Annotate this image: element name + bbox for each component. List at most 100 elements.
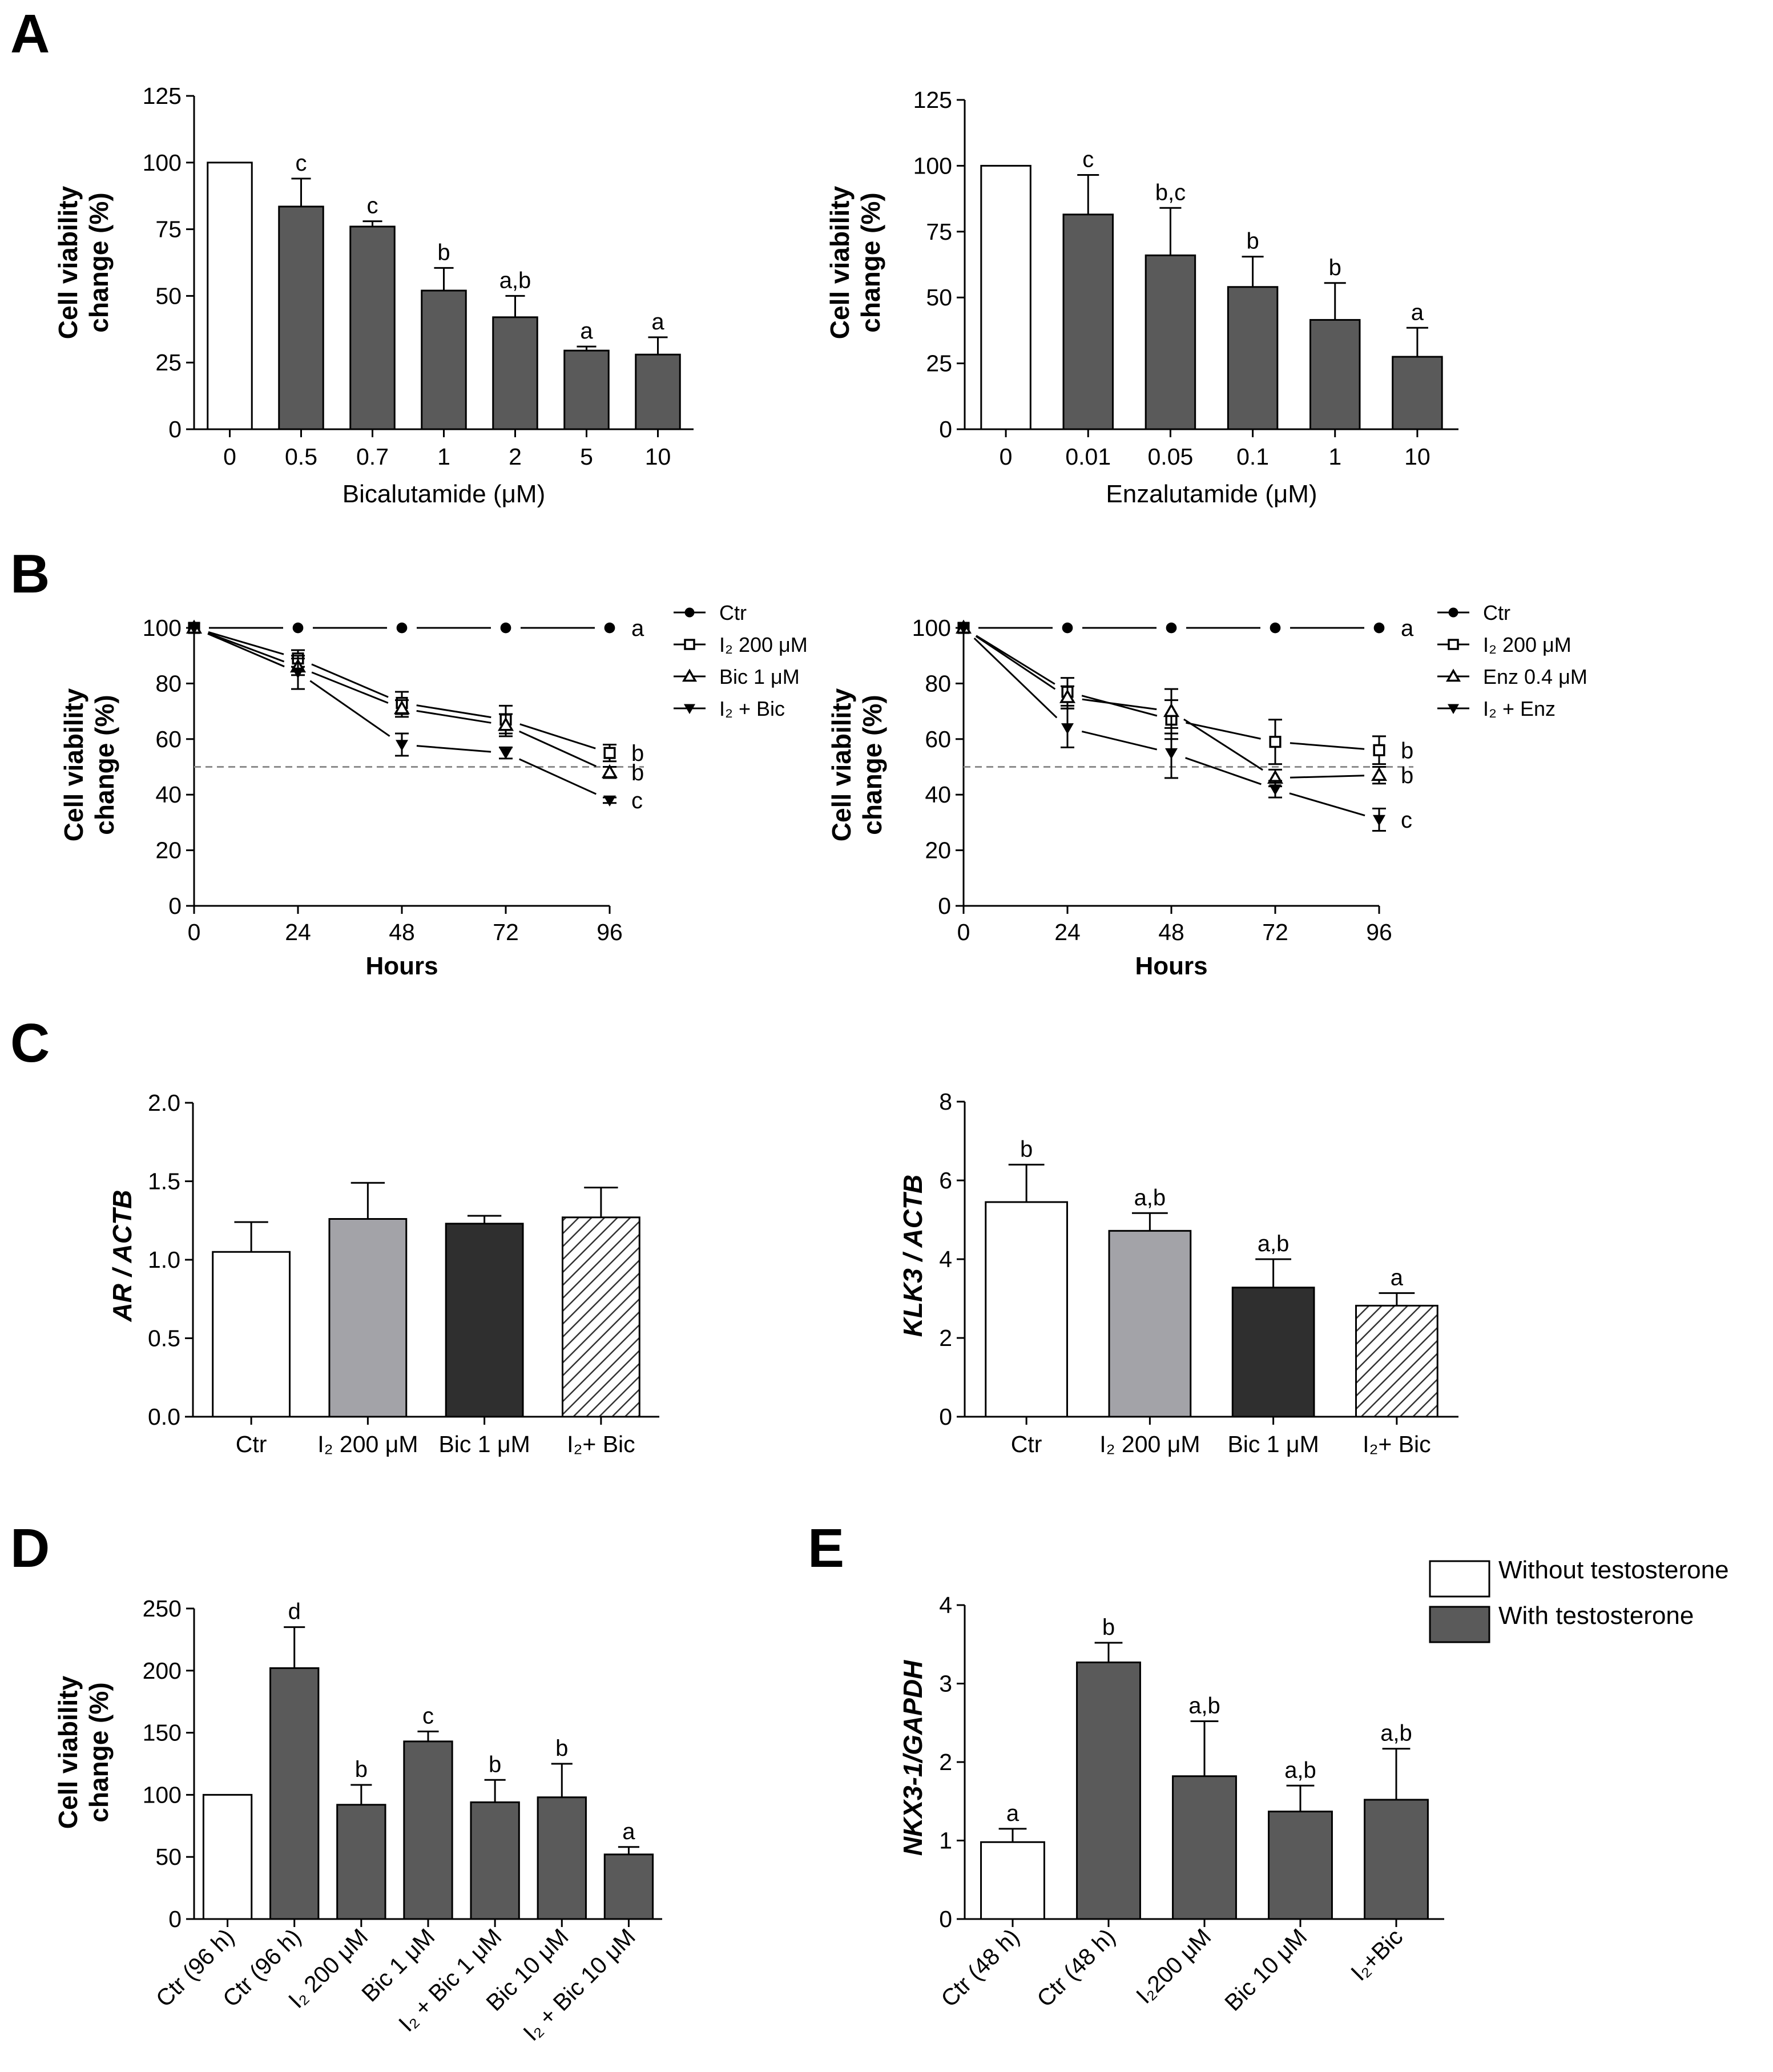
significance-label: c bbox=[1401, 808, 1412, 833]
chart-c-klk3-expression: 0 2 4 6 8 Ctr b I₂ 200 μM a,b Bic 1 μM a,b I₂+ Bic a… bbox=[898, 1089, 1458, 1457]
significance-label: b bbox=[1020, 1136, 1033, 1162]
x-tick-label: 0.05 bbox=[1148, 444, 1194, 470]
significance-label: a bbox=[1401, 616, 1414, 641]
significance-label: a bbox=[631, 616, 644, 641]
y-tick-label: 60 bbox=[155, 726, 182, 752]
x-tick-label: 48 bbox=[1158, 919, 1184, 945]
y-tick-label: 50 bbox=[155, 283, 182, 309]
y-tick-label: 0 bbox=[168, 1906, 182, 1932]
series-line bbox=[1081, 695, 1158, 717]
bar bbox=[563, 349, 610, 430]
y-tick-label: 50 bbox=[155, 1844, 182, 1870]
data-point bbox=[1373, 744, 1385, 756]
legend-label: I₂ 200 μM bbox=[719, 633, 808, 656]
series-line bbox=[1082, 698, 1157, 711]
bar bbox=[202, 1793, 253, 1920]
legend-label: I₂ + Enz bbox=[1483, 697, 1556, 720]
data-point bbox=[1448, 639, 1459, 650]
y-tick-label: 1 bbox=[939, 1828, 952, 1854]
y-axis-label-line2: change (%) bbox=[84, 1682, 114, 1822]
data-point bbox=[1163, 703, 1180, 717]
significance-label: a bbox=[1411, 300, 1424, 325]
y-tick-label: 125 bbox=[143, 83, 182, 109]
y-tick-label: 150 bbox=[143, 1720, 182, 1746]
series-line bbox=[207, 632, 285, 663]
y-tick-label: 6 bbox=[939, 1167, 952, 1194]
data-point bbox=[1448, 607, 1458, 618]
y-tick-label: 0 bbox=[168, 893, 182, 919]
series-line bbox=[416, 704, 491, 719]
x-tick-label: I₂ 200 μM bbox=[317, 1431, 418, 1457]
data-point bbox=[1061, 723, 1074, 735]
x-tick-label: 0 bbox=[1000, 444, 1013, 470]
series-line bbox=[1290, 742, 1365, 750]
x-tick-label: 0 bbox=[957, 919, 970, 945]
bar bbox=[603, 1853, 654, 1920]
panel-label-e: E bbox=[808, 1518, 844, 1579]
data-point bbox=[1269, 736, 1282, 748]
x-tick-label: 0 bbox=[188, 919, 201, 945]
significance-label: b bbox=[631, 760, 644, 785]
y-tick-label: 80 bbox=[155, 670, 182, 696]
y-tick-label: 60 bbox=[925, 726, 951, 752]
y-tick-label: 75 bbox=[926, 219, 952, 245]
x-tick-label: Bic 1 μM bbox=[1227, 1431, 1319, 1457]
legend-swatch bbox=[1429, 1560, 1490, 1598]
y-axis-label-line1: Cell viability bbox=[53, 1675, 83, 1829]
bar bbox=[1364, 1799, 1429, 1920]
series-line bbox=[973, 637, 1058, 719]
series-line bbox=[519, 758, 597, 795]
data-point bbox=[603, 795, 616, 807]
y-tick-label: 100 bbox=[143, 1781, 182, 1808]
significance-label: a bbox=[580, 319, 593, 344]
y-tick-label: 2.0 bbox=[148, 1090, 180, 1116]
bar bbox=[1392, 356, 1443, 430]
significance-label: b bbox=[1401, 763, 1413, 788]
x-tick-label: I₂+ Bic bbox=[567, 1431, 635, 1457]
data-point bbox=[188, 623, 200, 634]
legend-label: With testosterone bbox=[1498, 1602, 1694, 1630]
series-line bbox=[207, 632, 285, 668]
series-line bbox=[311, 671, 389, 704]
y-tick-label: 1.0 bbox=[148, 1247, 180, 1273]
x-tick-label: 2 bbox=[509, 444, 522, 470]
y-axis-label-line2: change (%) bbox=[856, 192, 885, 332]
x-tick-label: I₂ 200 μM bbox=[1099, 1431, 1200, 1457]
y-tick-label: 0.5 bbox=[148, 1325, 180, 1352]
y-tick-label: 8 bbox=[939, 1089, 952, 1115]
y-tick-label: 4 bbox=[939, 1592, 952, 1618]
legend-label: Ctr bbox=[1483, 601, 1510, 624]
y-tick-label: 20 bbox=[925, 837, 951, 864]
significance-label: c bbox=[422, 1703, 434, 1728]
data-point bbox=[684, 639, 695, 650]
bar bbox=[207, 162, 253, 430]
significance-label: b bbox=[1329, 255, 1341, 280]
bar bbox=[421, 289, 467, 430]
x-tick-label: 72 bbox=[1262, 919, 1288, 945]
panel-label-a: A bbox=[10, 3, 50, 65]
data-point bbox=[393, 700, 410, 715]
y-axis-label-line1: Cell viability bbox=[53, 186, 83, 339]
bar bbox=[1145, 254, 1196, 430]
bar bbox=[278, 205, 324, 430]
chart-a-bicalutamide: 0 25 50 75 100 125 0 0.5 c 0.7 c 1 b 2 a,b 5 a 10 a Bicalut… bbox=[53, 83, 694, 508]
y-tick-label: 25 bbox=[926, 350, 952, 377]
y-tick-label: 100 bbox=[143, 150, 182, 176]
x-tick-label: 24 bbox=[1054, 919, 1081, 945]
data-point bbox=[1165, 748, 1178, 760]
significance-label: a bbox=[1391, 1265, 1404, 1290]
series-line bbox=[309, 680, 390, 737]
y-tick-label: 200 bbox=[143, 1658, 182, 1684]
y-tick-label: 0 bbox=[939, 1906, 952, 1932]
chart-b-bicalutamide-time: 0 20 40 60 80 100 0 24 48 72 96 a Ctr b I₂ 200 μM b Bic … bbox=[59, 601, 808, 980]
significance-label: c bbox=[631, 788, 643, 813]
significance-label: a bbox=[651, 309, 664, 334]
legend-label: Ctr bbox=[719, 601, 747, 624]
significance-label: a,b bbox=[1258, 1231, 1290, 1256]
bar bbox=[403, 1740, 453, 1920]
bar bbox=[980, 1841, 1045, 1920]
legend-label: I₂ 200 μM bbox=[1483, 633, 1571, 656]
x-tick-label: 0 bbox=[223, 444, 236, 470]
y-axis-label-line2: change (%) bbox=[84, 192, 114, 332]
y-tick-label: 0.0 bbox=[148, 1404, 180, 1430]
